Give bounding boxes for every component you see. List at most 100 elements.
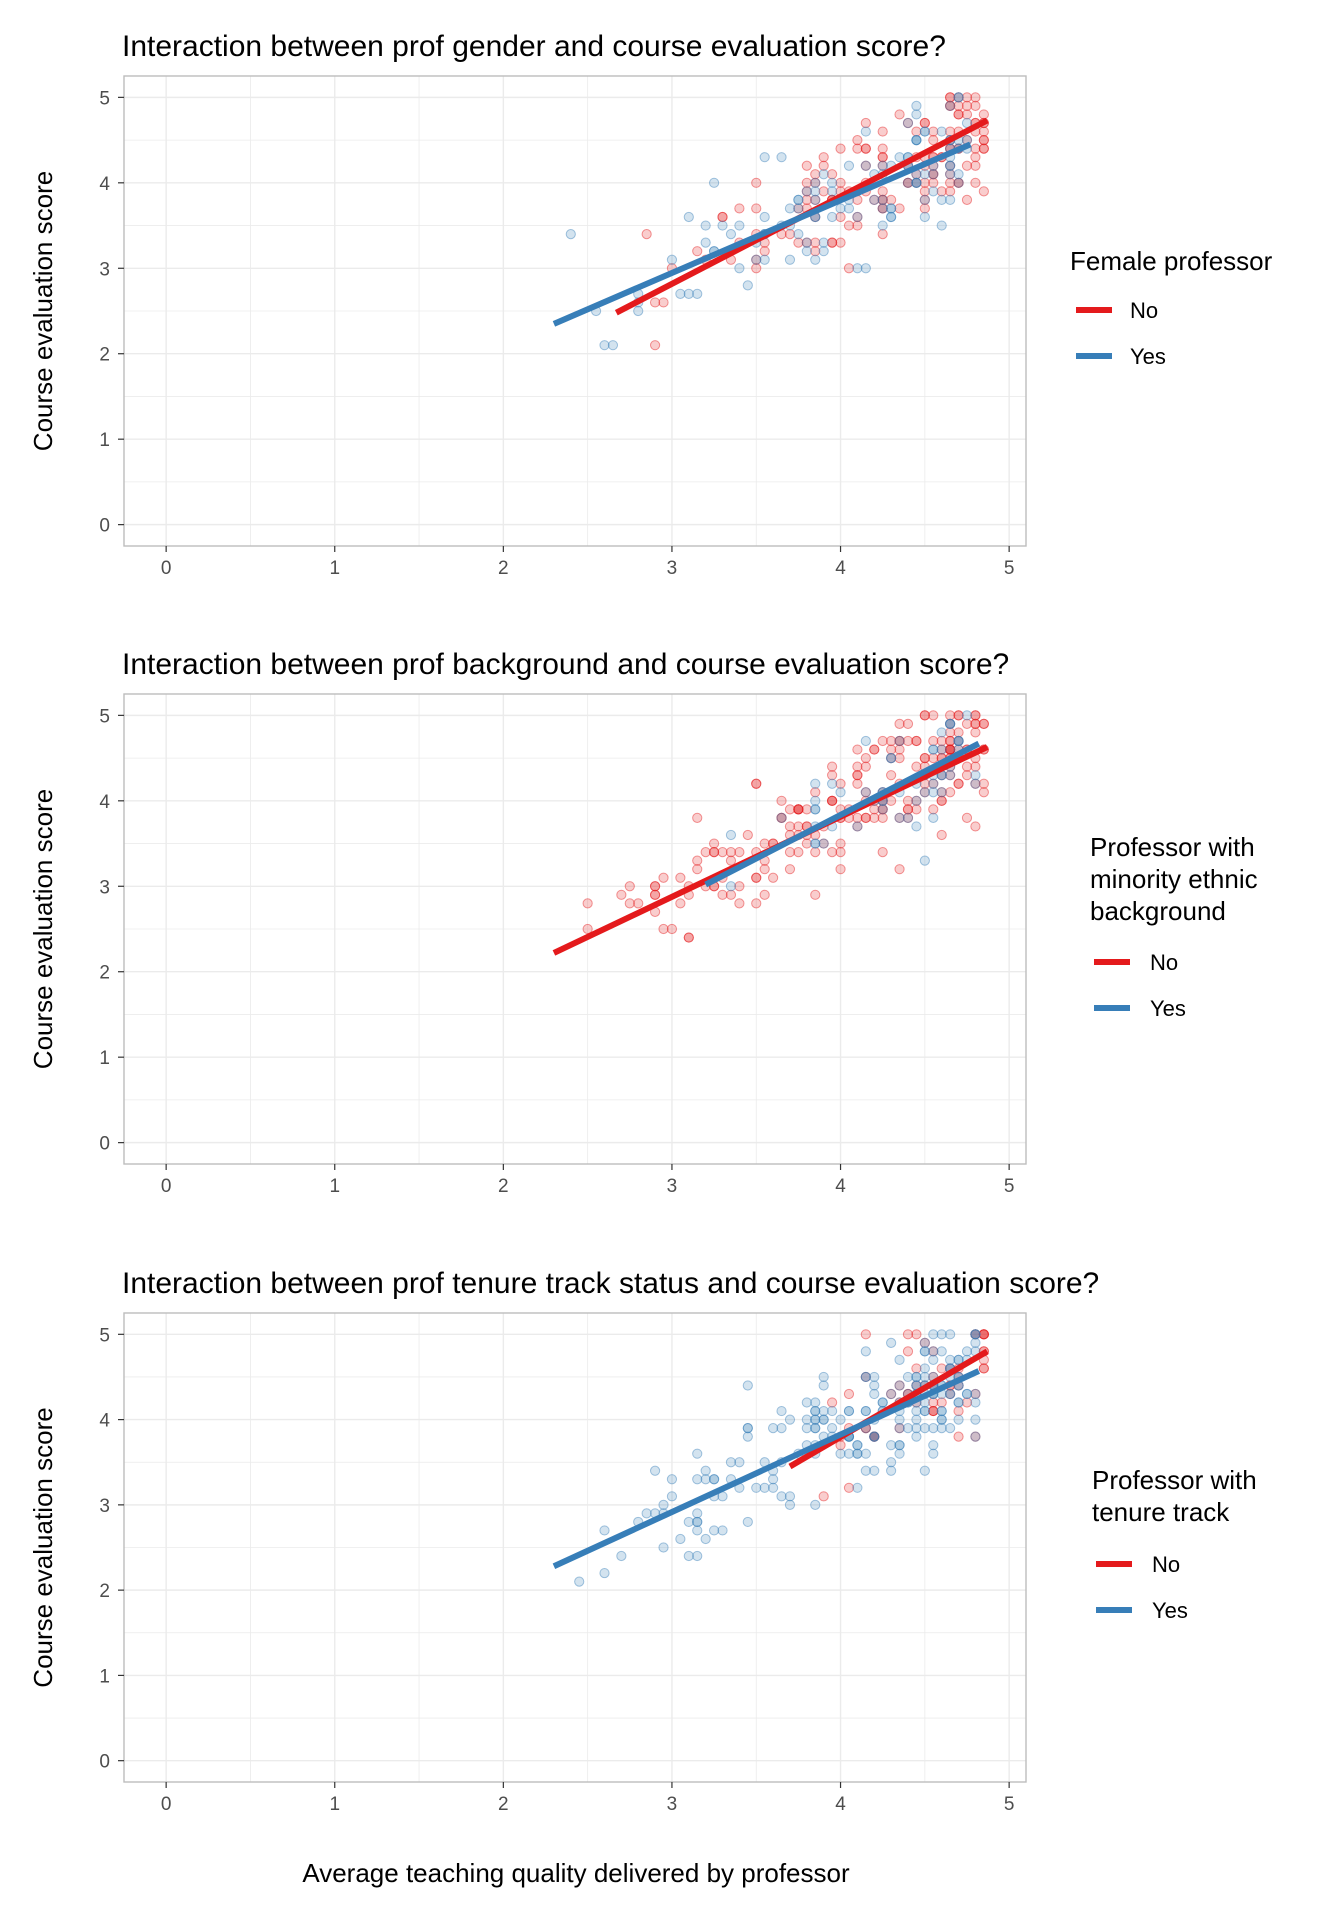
data-point [624, 881, 635, 892]
data-point [827, 846, 838, 858]
data-point [961, 109, 973, 120]
data-point [928, 1405, 939, 1417]
data-point [793, 237, 804, 248]
data-point [827, 1397, 838, 1408]
data-point [953, 1397, 964, 1408]
data-point [945, 770, 956, 781]
data-point [911, 109, 922, 120]
data-point [911, 177, 922, 188]
data-point [970, 1329, 981, 1340]
legend-label-no: No [1150, 950, 1178, 975]
data-point [953, 735, 964, 747]
data-point [911, 177, 922, 188]
data-point [894, 1380, 905, 1391]
data-point [886, 211, 897, 223]
data-point [810, 804, 821, 815]
data-point [886, 203, 897, 214]
data-point [902, 1423, 914, 1434]
data-point [894, 735, 905, 747]
data-point [852, 211, 863, 223]
data-point [776, 812, 787, 824]
data-point [801, 1414, 812, 1425]
data-point [953, 109, 964, 120]
data-point [911, 1363, 922, 1374]
data-point [911, 795, 922, 806]
data-point [860, 787, 871, 798]
data-point [894, 1414, 905, 1425]
data-point [928, 735, 939, 747]
data-point [784, 254, 796, 265]
data-point [886, 194, 897, 206]
chart-panel-2: Interaction between prof background and … [28, 648, 1258, 1197]
data-point [835, 203, 846, 214]
data-point [945, 194, 956, 206]
data-point [649, 340, 661, 351]
data-point [902, 804, 914, 815]
data-point [852, 211, 863, 223]
data-point [886, 752, 897, 764]
data-point [717, 1525, 728, 1536]
x-tick-label: 5 [1004, 1794, 1015, 1815]
data-point [734, 881, 745, 892]
data-point [945, 735, 956, 747]
data-point [945, 744, 956, 755]
x-tick-label: 4 [835, 1794, 846, 1815]
data-point [683, 1516, 694, 1528]
data-point [886, 744, 897, 755]
x-axis-title: Average teaching quality delivered by pr… [302, 1858, 850, 1888]
data-point [734, 203, 745, 214]
data-point [945, 126, 956, 137]
x-tick-label: 0 [161, 558, 172, 579]
data-point [835, 1414, 846, 1425]
data-point [768, 1423, 779, 1434]
y-tick-label: 2 [99, 345, 110, 366]
data-point [928, 169, 939, 180]
data-point [936, 795, 947, 806]
data-point [860, 1371, 871, 1383]
data-point [835, 143, 846, 154]
data-point [810, 1405, 821, 1417]
data-point [784, 228, 796, 240]
data-point [953, 92, 964, 103]
data-point [801, 237, 812, 248]
data-point [919, 186, 930, 197]
data-point [886, 1388, 897, 1400]
y-tick-label: 5 [99, 88, 110, 109]
data-point [683, 932, 694, 943]
data-point [928, 778, 939, 789]
data-point [953, 1354, 964, 1366]
data-point [886, 795, 897, 806]
data-point [970, 143, 981, 154]
data-point [751, 778, 762, 789]
data-point [869, 1431, 880, 1442]
data-point [869, 1431, 880, 1442]
data-point [860, 1405, 871, 1417]
data-point [919, 855, 930, 866]
data-point [919, 752, 930, 764]
data-point [886, 752, 897, 764]
data-point [700, 1474, 711, 1485]
data-point [751, 254, 762, 265]
data-point [810, 194, 821, 206]
data-point [978, 718, 989, 730]
data-point [784, 804, 796, 815]
chart-panel-1: Interaction between prof gender and cour… [28, 30, 1273, 579]
data-point [894, 735, 905, 747]
data-point [810, 1414, 821, 1425]
data-point [751, 872, 762, 883]
data-point [919, 1405, 930, 1417]
data-point [768, 1482, 779, 1493]
data-point [641, 228, 652, 240]
data-point [810, 804, 821, 815]
y-tick-label: 2 [99, 963, 110, 984]
data-point [877, 220, 888, 231]
fit-line-yes [552, 141, 972, 327]
data-point [877, 152, 888, 163]
data-point [978, 126, 989, 137]
data-point [961, 92, 973, 103]
data-point [970, 761, 981, 772]
data-point [810, 177, 821, 188]
data-point [978, 1329, 989, 1340]
data-point [869, 804, 880, 815]
data-point [919, 710, 930, 721]
